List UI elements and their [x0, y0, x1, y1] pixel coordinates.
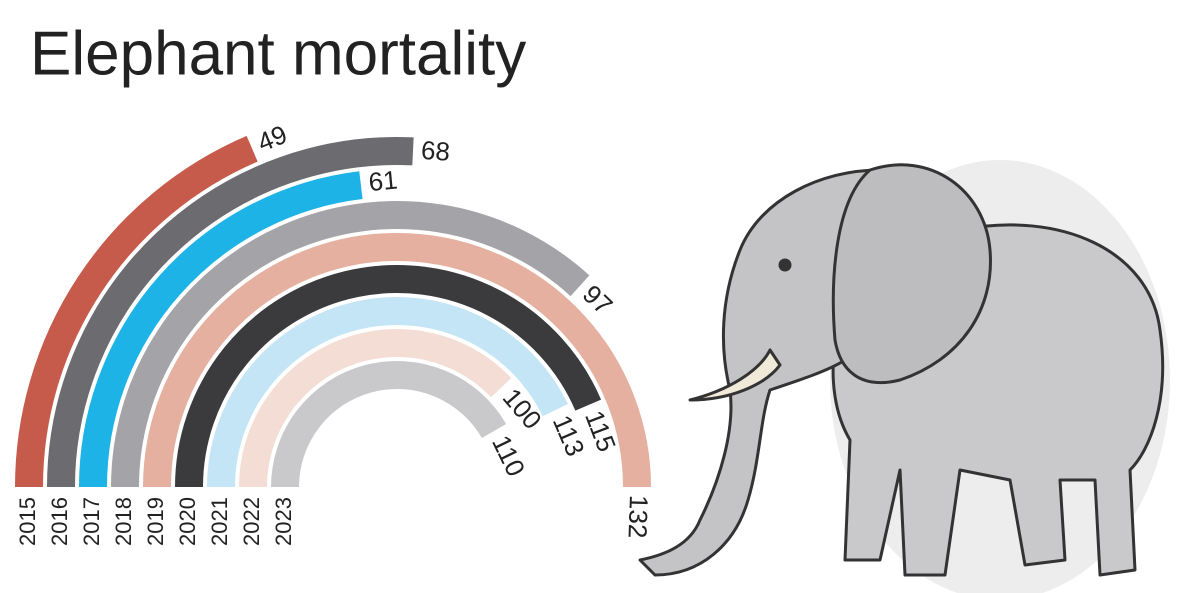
- arc-bar: [15, 135, 258, 488]
- arc-bar: [239, 329, 512, 488]
- arc-bar: [47, 137, 414, 488]
- arc-bar: [111, 201, 590, 488]
- elephant-illustration: [638, 160, 1170, 593]
- value-label: 68: [420, 135, 451, 167]
- value-label: 49: [253, 119, 291, 158]
- value-label: 132: [623, 495, 654, 539]
- value-label: 61: [367, 165, 399, 198]
- arc-bar: [271, 361, 507, 488]
- year-label: 2023: [271, 497, 296, 546]
- year-label: 2016: [47, 497, 72, 546]
- value-label: 110: [486, 431, 531, 481]
- year-label: 2017: [79, 497, 104, 546]
- arc-bar: [79, 171, 363, 488]
- year-label: 2018: [111, 497, 136, 546]
- arc-bar: [143, 233, 651, 488]
- chart-title: Elephant mortality: [30, 19, 526, 88]
- arc-bar: [207, 297, 568, 488]
- year-label: 2022: [239, 497, 264, 546]
- year-label: 2021: [207, 497, 232, 546]
- year-label: 2020: [175, 497, 200, 546]
- year-label: 2015: [15, 497, 40, 546]
- arc-bar: [175, 265, 602, 488]
- year-label: 2019: [143, 497, 168, 546]
